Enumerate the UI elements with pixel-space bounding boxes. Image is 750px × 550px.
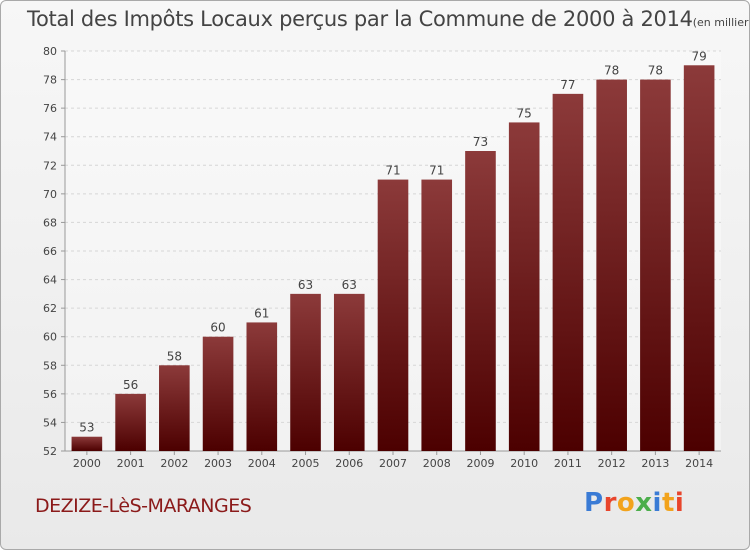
bar bbox=[246, 322, 278, 451]
x-tick-label: 2011 bbox=[554, 457, 582, 470]
x-tick-label: 2004 bbox=[248, 457, 276, 470]
bar-value-label: 63 bbox=[298, 278, 313, 292]
bar bbox=[71, 436, 103, 451]
x-tick-label: 2009 bbox=[466, 457, 494, 470]
x-tick-label: 2014 bbox=[685, 457, 713, 470]
y-tick-label: 78 bbox=[43, 74, 57, 87]
y-tick-label: 80 bbox=[43, 45, 57, 58]
y-tick-label: 52 bbox=[43, 445, 57, 458]
bar-value-label: 75 bbox=[517, 106, 532, 120]
logo-letter: x bbox=[635, 488, 653, 518]
bar-value-label: 71 bbox=[385, 164, 400, 178]
y-tick-label: 68 bbox=[43, 216, 57, 229]
bar-value-label: 77 bbox=[560, 78, 575, 92]
logo-letter: r bbox=[603, 488, 617, 518]
logo-letter: t bbox=[661, 488, 675, 518]
logo-letter: o bbox=[616, 488, 636, 518]
bar bbox=[115, 393, 146, 451]
y-tick-label: 76 bbox=[43, 102, 57, 115]
bar bbox=[333, 293, 365, 451]
bar bbox=[159, 365, 190, 451]
y-tick-label: 60 bbox=[43, 331, 57, 344]
bar bbox=[552, 93, 584, 451]
x-tick-label: 2000 bbox=[73, 457, 101, 470]
x-tick-label: 2008 bbox=[423, 457, 451, 470]
bar bbox=[683, 65, 715, 452]
x-tick-label: 2012 bbox=[598, 457, 626, 470]
bar-value-label: 73 bbox=[473, 135, 488, 149]
bar-value-label: 78 bbox=[648, 64, 663, 78]
y-tick-label: 66 bbox=[43, 245, 57, 258]
y-tick-label: 62 bbox=[43, 302, 57, 315]
bar-value-label: 63 bbox=[342, 278, 357, 292]
x-tick-label: 2002 bbox=[160, 457, 188, 470]
bar-value-label: 56 bbox=[123, 378, 138, 392]
chart-title-main: Total des Impôts Locaux perçus par la Co… bbox=[27, 7, 693, 31]
chart-unit-note: (en milliers d'€) bbox=[692, 16, 749, 29]
bar bbox=[596, 79, 627, 452]
y-tick-label: 70 bbox=[43, 188, 57, 201]
logo-letter: i bbox=[674, 488, 685, 518]
y-tick-label: 54 bbox=[43, 416, 57, 429]
y-tick-label: 56 bbox=[43, 388, 57, 401]
bar bbox=[290, 293, 321, 451]
bar-value-label: 71 bbox=[429, 164, 444, 178]
x-tick-label: 2013 bbox=[641, 457, 669, 470]
bar-value-label: 58 bbox=[167, 349, 182, 363]
x-tick-label: 2003 bbox=[204, 457, 232, 470]
bar bbox=[421, 179, 453, 452]
proxiti-logo[interactable]: Proxiti bbox=[584, 488, 684, 518]
x-tick-label: 2006 bbox=[335, 457, 363, 470]
bar bbox=[377, 179, 409, 452]
bar bbox=[465, 151, 496, 451]
bar-value-label: 60 bbox=[210, 321, 225, 335]
bar bbox=[508, 122, 540, 451]
bar-value-label: 53 bbox=[79, 421, 94, 435]
bar bbox=[640, 79, 671, 452]
chart-title: Total des Impôts Locaux perçus par la Co… bbox=[27, 7, 749, 31]
bar-value-label: 78 bbox=[604, 64, 619, 78]
x-tick-label: 2007 bbox=[379, 457, 407, 470]
y-tick-label: 64 bbox=[43, 274, 57, 287]
logo-letter: P bbox=[584, 488, 604, 518]
x-tick-label: 2001 bbox=[117, 457, 145, 470]
bar bbox=[202, 336, 234, 451]
bar-value-label: 61 bbox=[254, 306, 269, 320]
y-tick-label: 58 bbox=[43, 359, 57, 372]
commune-name: DEZIZE-LèS-MARANGES bbox=[35, 495, 252, 517]
bar-value-label: 79 bbox=[691, 49, 706, 63]
y-tick-label: 74 bbox=[43, 131, 57, 144]
logo-letter: i bbox=[652, 488, 662, 518]
x-tick-label: 2005 bbox=[292, 457, 320, 470]
x-tick-label: 2010 bbox=[510, 457, 538, 470]
y-tick-label: 72 bbox=[43, 159, 57, 172]
